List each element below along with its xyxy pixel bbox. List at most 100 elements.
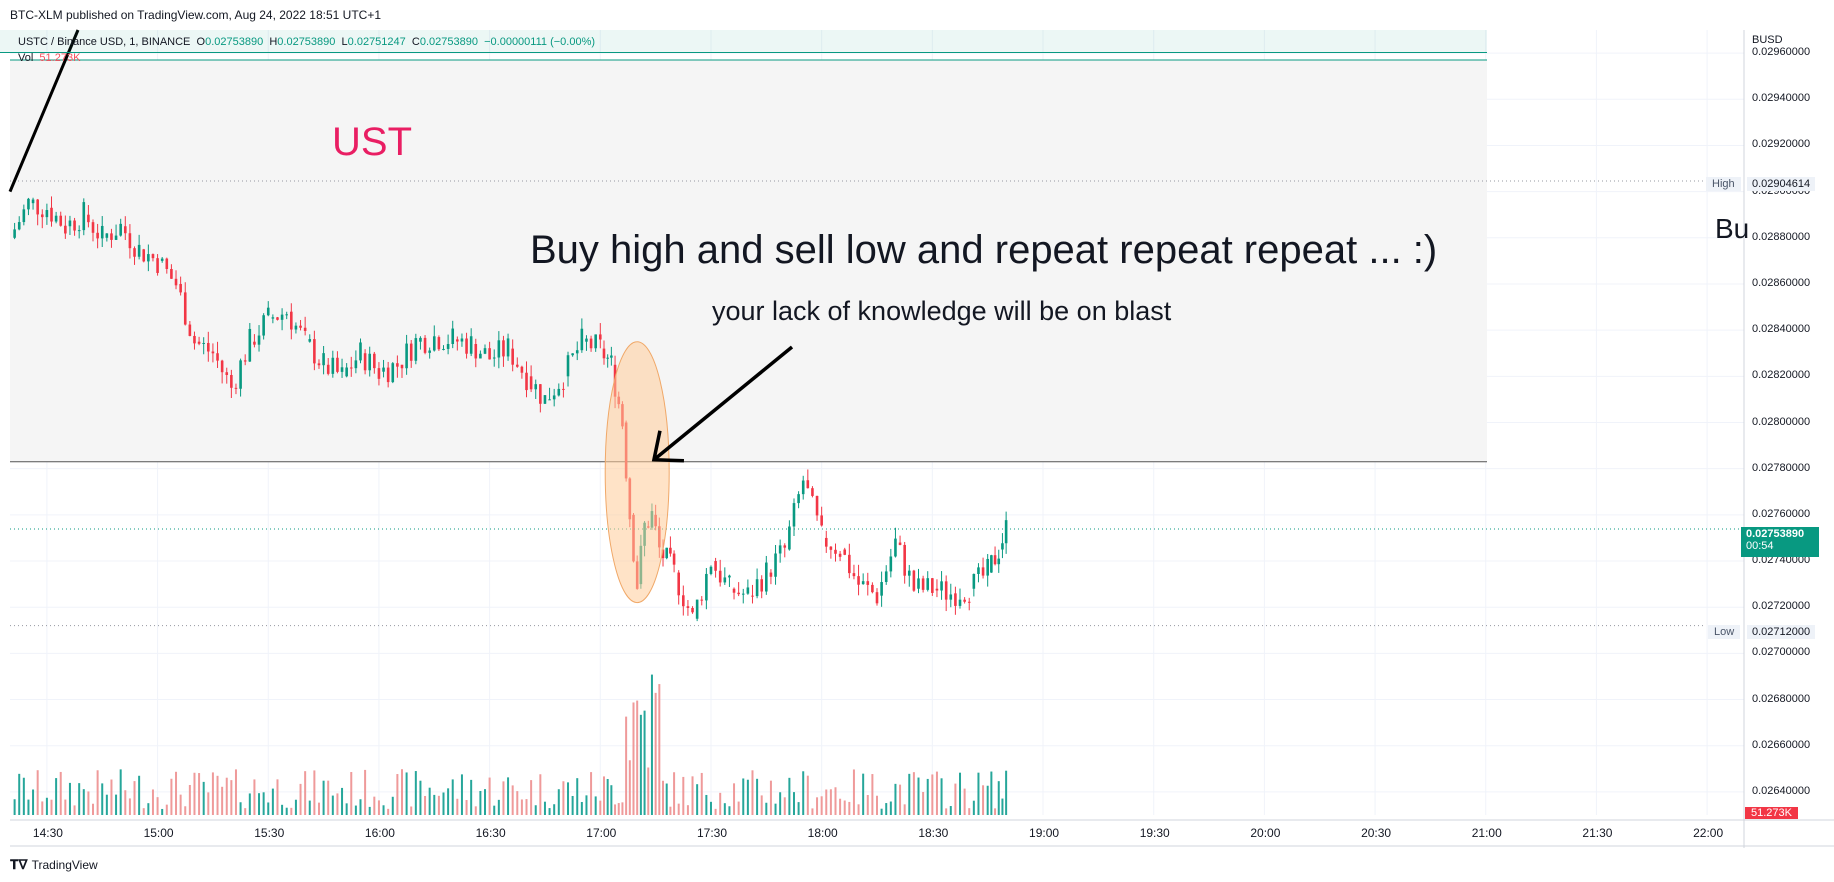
price-tick-0: 0.02960000 — [1752, 46, 1811, 59]
trend-line[interactable] — [8, 29, 80, 193]
volume-bar — [179, 794, 182, 815]
volume-bar — [880, 808, 883, 815]
legend-l-label: L — [341, 36, 348, 48]
volume-bar — [806, 775, 809, 815]
candle-body — [59, 215, 63, 226]
candle-body — [931, 578, 934, 593]
candle — [87, 205, 90, 228]
candle — [737, 582, 740, 597]
candle — [829, 546, 833, 559]
candle — [211, 343, 215, 363]
high-label-tag: High — [1706, 177, 1741, 191]
volume-bar — [621, 802, 624, 815]
volume-bar — [184, 806, 187, 815]
annotation-cut-text[interactable]: Bu — [1715, 213, 1750, 244]
highlight-ellipse[interactable] — [604, 341, 670, 604]
volume-bar — [997, 781, 1000, 815]
price-axis-currency[interactable]: BUSD — [1752, 34, 1783, 46]
candle-body — [949, 594, 953, 600]
volume-bar — [82, 789, 85, 815]
tradingview-logo[interactable]: 𝐓∇ TradingView — [10, 857, 98, 873]
vol-label[interactable]: Vol — [18, 52, 34, 64]
arrow-head — [651, 430, 685, 463]
volume-bar — [825, 789, 828, 815]
volume-bar — [142, 808, 145, 815]
time-tick-10: 19:30 — [1139, 826, 1170, 840]
volume-bar — [871, 774, 874, 815]
volume-bar — [548, 808, 551, 815]
tradingview-logo-icon: 𝐓∇ — [10, 857, 28, 872]
candle — [31, 197, 35, 210]
volume-bar — [665, 783, 668, 815]
candle-body — [50, 207, 53, 222]
candle — [944, 575, 948, 612]
candle — [898, 535, 902, 546]
candle — [451, 320, 455, 349]
candle — [967, 597, 971, 611]
candle — [543, 395, 547, 404]
candle — [45, 203, 49, 225]
candle-body — [811, 488, 814, 496]
price-tick-16: 0.02640000 — [1752, 784, 1811, 797]
legend-symbol[interactable]: USTC / Binance USD, 1, BINANCE — [18, 36, 191, 48]
candle — [843, 547, 847, 556]
candle — [386, 361, 390, 388]
candle — [861, 573, 865, 585]
candle — [751, 584, 754, 604]
annotation-ust[interactable]: UST — [332, 120, 412, 164]
candle-body — [972, 573, 976, 589]
candle — [373, 351, 376, 374]
candle-body — [174, 278, 178, 286]
candle — [377, 362, 381, 386]
candle — [170, 264, 173, 279]
volume-bar — [92, 803, 95, 815]
candle — [280, 308, 284, 331]
volume-bar — [331, 795, 334, 815]
candle — [797, 491, 800, 509]
time-tick-7: 18:00 — [807, 826, 838, 840]
volume-bar — [387, 808, 390, 815]
volume-bar — [299, 783, 302, 815]
high-label: High — [1712, 178, 1735, 190]
legend-o-label: O — [196, 36, 206, 48]
volume-bar — [474, 806, 477, 815]
price-tick-7: 0.02820000 — [1752, 369, 1811, 382]
annotation-headline[interactable]: Buy high and sell low and repeat repeat … — [530, 228, 1438, 272]
arrow-line[interactable] — [652, 345, 794, 462]
candle-body — [732, 588, 736, 593]
candle-body — [391, 363, 395, 383]
candle-body — [760, 579, 764, 592]
top-bar: BTC-XLM published on TradingView.com, Au… — [0, 0, 1834, 30]
volume-bar — [792, 792, 795, 815]
volume-bar — [843, 800, 846, 815]
volume-bar — [230, 780, 233, 815]
candle-body — [100, 225, 104, 239]
volume-bar — [553, 804, 556, 815]
candle-body — [294, 325, 298, 330]
candle — [769, 569, 773, 585]
candle-body — [451, 328, 455, 345]
candle-body — [723, 577, 727, 583]
volume-bar — [101, 783, 104, 815]
annotation-subline[interactable]: your lack of knowledge will be on blast — [712, 296, 1172, 326]
candle — [1004, 511, 1008, 554]
published-text: BTC-XLM published on TradingView.com, Au… — [10, 8, 381, 22]
candle — [552, 388, 556, 407]
candle — [529, 365, 533, 393]
candle-body — [128, 233, 132, 249]
volume-bar — [55, 778, 58, 815]
candle — [13, 222, 16, 240]
candle — [317, 359, 321, 369]
candle — [774, 544, 777, 585]
candle — [589, 335, 593, 352]
volume-bar — [45, 797, 48, 815]
volume-bar — [940, 778, 943, 815]
candle-body — [239, 360, 242, 389]
candle-body — [566, 355, 570, 377]
volume-bar — [567, 782, 570, 815]
volume-bar — [170, 778, 173, 815]
candle — [949, 583, 953, 608]
candle-body — [216, 353, 219, 361]
volume-bar — [396, 774, 399, 815]
